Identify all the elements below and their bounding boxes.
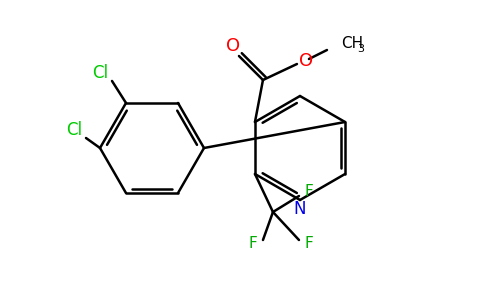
- Text: F: F: [304, 236, 313, 251]
- Text: CH: CH: [341, 37, 363, 52]
- Text: 3: 3: [357, 44, 364, 54]
- Text: N: N: [294, 200, 306, 218]
- Text: F: F: [304, 184, 313, 200]
- Text: Cl: Cl: [66, 121, 82, 139]
- Text: O: O: [226, 37, 240, 55]
- Text: F: F: [249, 236, 257, 251]
- Text: Cl: Cl: [92, 64, 108, 82]
- Text: O: O: [299, 52, 313, 70]
